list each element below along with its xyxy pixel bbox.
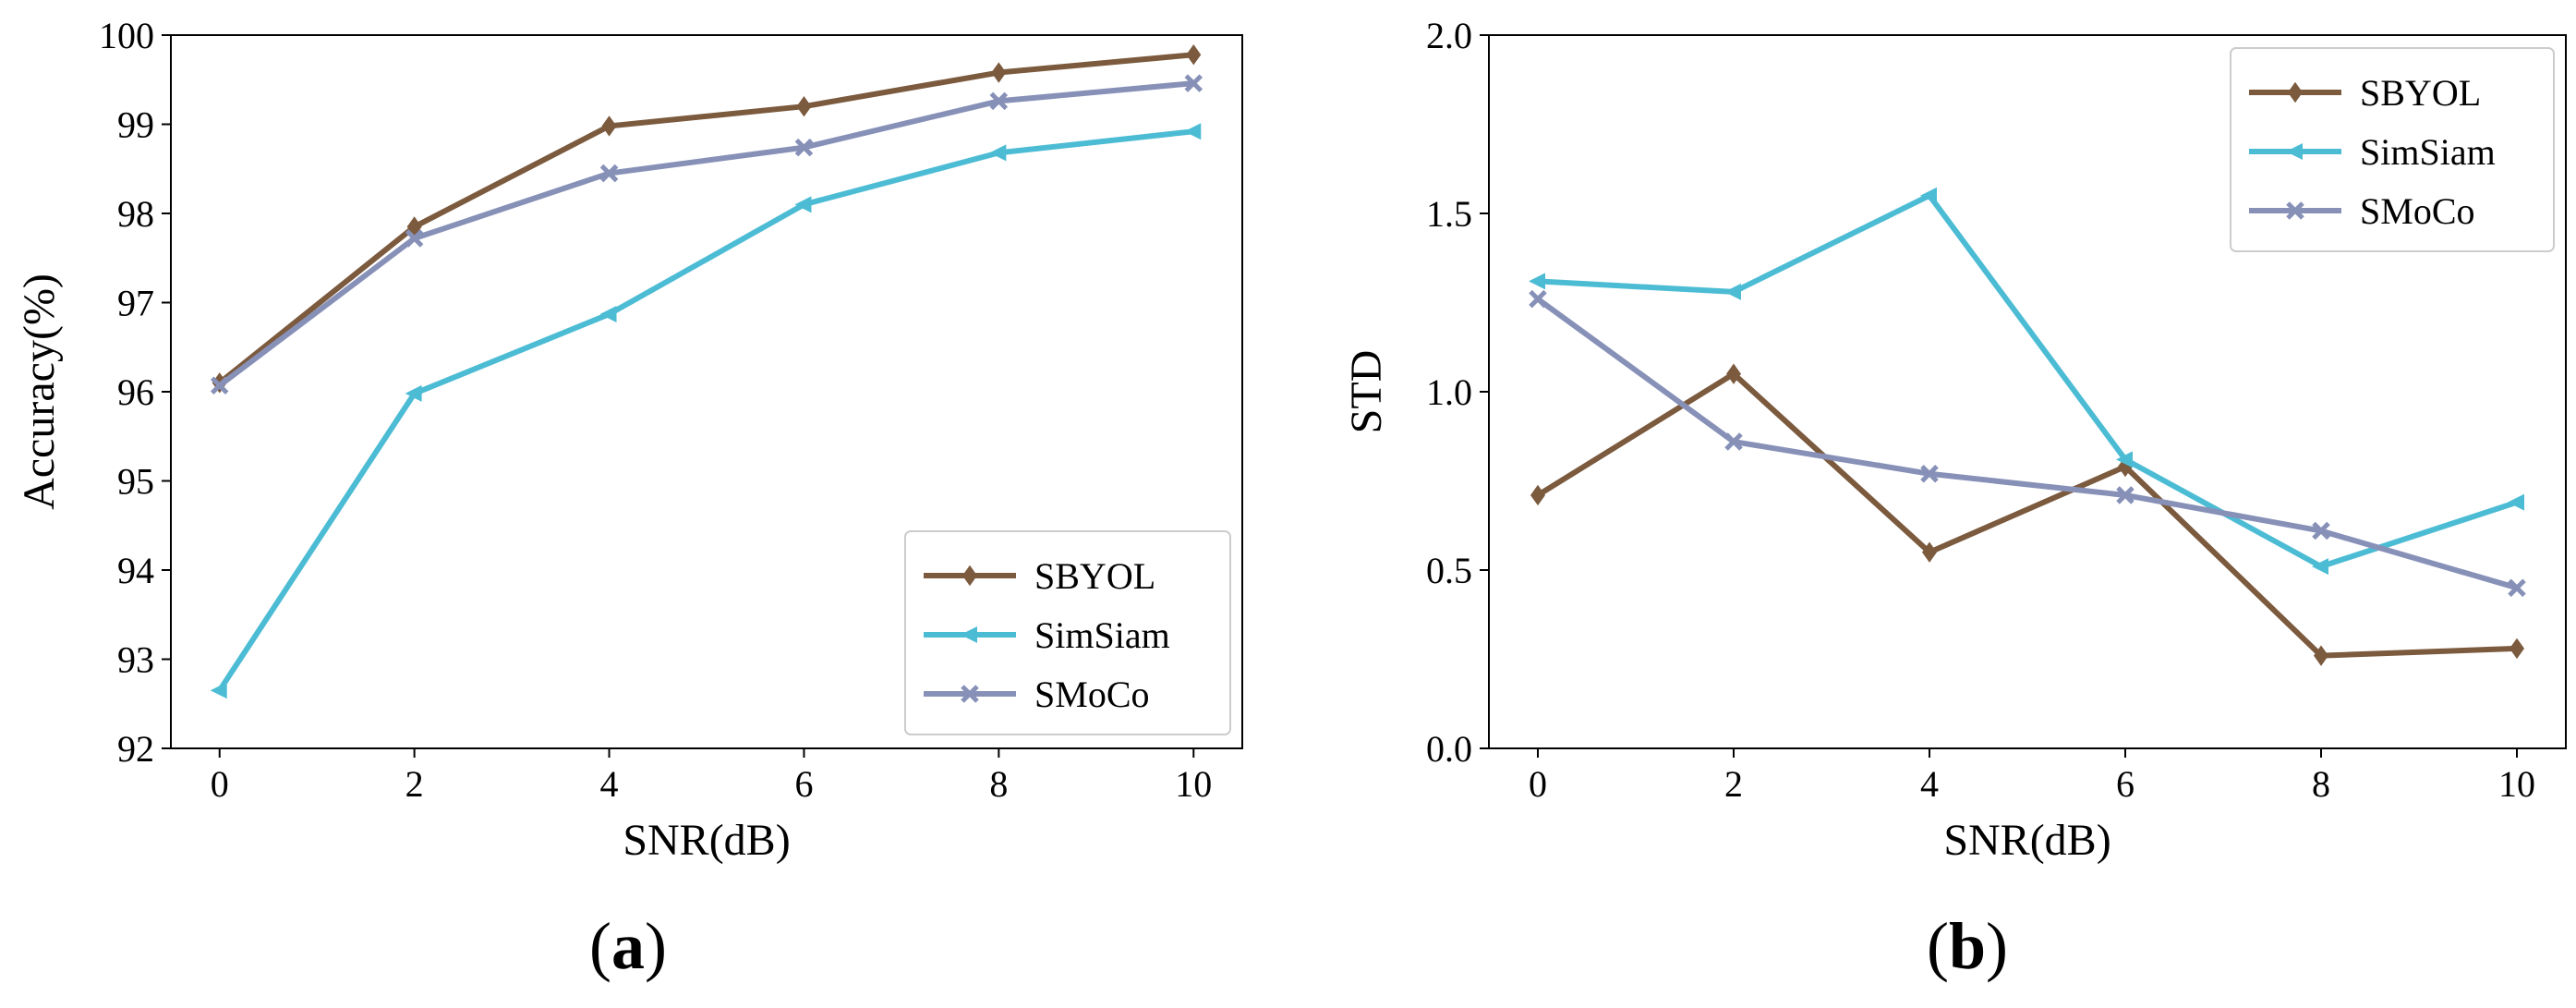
data-point-simsiam [210,682,227,699]
legend-label-simsiam: SimSiam [1034,614,1170,656]
y-axis-label: STD [1342,350,1391,434]
x-tick-label: 10 [2498,763,2535,805]
y-tick-label: 1.0 [1426,371,1472,413]
x-tick-label: 6 [2116,763,2135,805]
series-line-simsiam [217,128,1194,692]
x-tick-label: 2 [405,763,424,805]
chart-panel-b: 0 2 4 6 8 10 0.0 0.5 1.0 1.5 2.0 SNR(dB) STD SBYOL Sim… [1342,15,2567,983]
data-point-sbyol [1922,541,1937,563]
y-tick-label: 98 [117,193,154,235]
data-point-sbyol [1530,484,1545,506]
data-point-simsiam [1724,283,1741,300]
x-tick-label: 4 [600,763,619,805]
chart-panel-a: 0 2 4 6 8 10 92 93 94 95 96 97 98 99 100 SNR(dB) Accurac… [15,15,1243,983]
x-axis-label: SNR(dB) [1943,816,2110,865]
series-line-sbyol [1536,370,2518,659]
y-tick-label: 97 [117,283,154,324]
legend-box [2230,47,2555,252]
series-line-smoco [217,80,1194,388]
data-point-simsiam [794,196,812,213]
legend-marker-sbyol [2288,81,2303,103]
y-tick-label: 1.5 [1426,193,1472,235]
y-tick-label: 2.0 [1426,15,1472,56]
data-point-simsiam [405,384,422,402]
y-tick-label: 0.0 [1426,728,1472,770]
data-point-sbyol [601,115,617,137]
data-point-simsiam [2116,451,2133,468]
data-point-smoco [1724,432,1743,451]
series-smoco [210,74,1203,395]
data-point-smoco [1920,465,1939,483]
data-point-smoco [1529,289,1547,309]
data-point-simsiam [2312,558,2328,576]
data-point-smoco [989,91,1009,111]
series-line-sbyol [217,52,1194,385]
y-tick-label: 100 [99,15,154,56]
y-tick-label: 92 [117,728,154,770]
data-point-sbyol [1726,363,1741,384]
x-tick-label: 10 [1175,763,1212,805]
legend-marker-smoco [961,685,979,703]
legend-marker-smoco [2286,201,2304,220]
series-simsiam [210,123,1202,699]
y-axis-label: Accuracy(%) [15,273,64,510]
legend: SBYOL SimSiam SMoCo [2230,47,2555,252]
data-point-smoco [2116,486,2135,504]
data-point-smoco [794,138,814,157]
x-tick-label: 0 [211,763,229,805]
x-axis-label: SNR(dB) [623,816,790,865]
legend: SBYOL SimSiam SMoCo [904,530,1231,735]
legend-label-smoco: SMoCo [2360,190,2475,232]
legend-label-sbyol: SBYOL [2360,72,2481,114]
legend-label-simsiam: SimSiam [2360,131,2496,173]
data-point-smoco [2312,521,2330,540]
series-line-simsiam [1537,192,2518,570]
panel-label: (a) [589,909,667,983]
data-point-simsiam [1529,273,1545,290]
data-point-simsiam [599,306,617,323]
x-tick-label: 8 [2312,763,2330,805]
data-point-smoco [2508,578,2526,598]
y-tick-label: 95 [117,461,154,503]
legend-marker-simsiam [2286,143,2303,160]
series-line-smoco [1536,297,2518,591]
x-tick-label: 0 [1529,763,1547,805]
data-point-smoco [405,229,424,248]
legend-label-smoco: SMoCo [1034,674,1150,715]
series-simsiam [1529,187,2524,576]
x-tick-label: 2 [1724,763,1743,805]
data-point-sbyol [1186,44,1202,66]
legend-label-sbyol: SBYOL [1034,555,1155,597]
x-tick-label: 8 [989,763,1008,805]
y-tick-label: 0.5 [1426,550,1472,591]
series-sbyol [1530,363,2524,666]
data-point-sbyol [991,62,1007,83]
data-point-simsiam [2508,493,2524,511]
x-tick-label: 6 [794,763,813,805]
y-tick-label: 99 [117,104,154,146]
data-point-smoco [599,164,619,183]
y-tick-label: 93 [117,639,154,681]
x-tick-label: 4 [1920,763,1939,805]
series-smoco [1529,289,2526,598]
data-point-sbyol [2509,638,2524,660]
panel-label: (b) [1927,909,2008,983]
y-tick-label: 94 [117,550,154,591]
legend-box [904,530,1231,735]
data-point-simsiam [1920,187,1937,204]
data-point-smoco [210,376,229,395]
data-point-simsiam [989,144,1007,162]
data-point-smoco [1184,74,1203,92]
data-point-simsiam [1184,123,1202,140]
data-point-sbyol [796,96,812,117]
legend-marker-sbyol [962,565,977,587]
data-point-sbyol [2314,645,2328,666]
legend-marker-simsiam [961,626,977,643]
y-tick-label: 96 [117,371,154,413]
